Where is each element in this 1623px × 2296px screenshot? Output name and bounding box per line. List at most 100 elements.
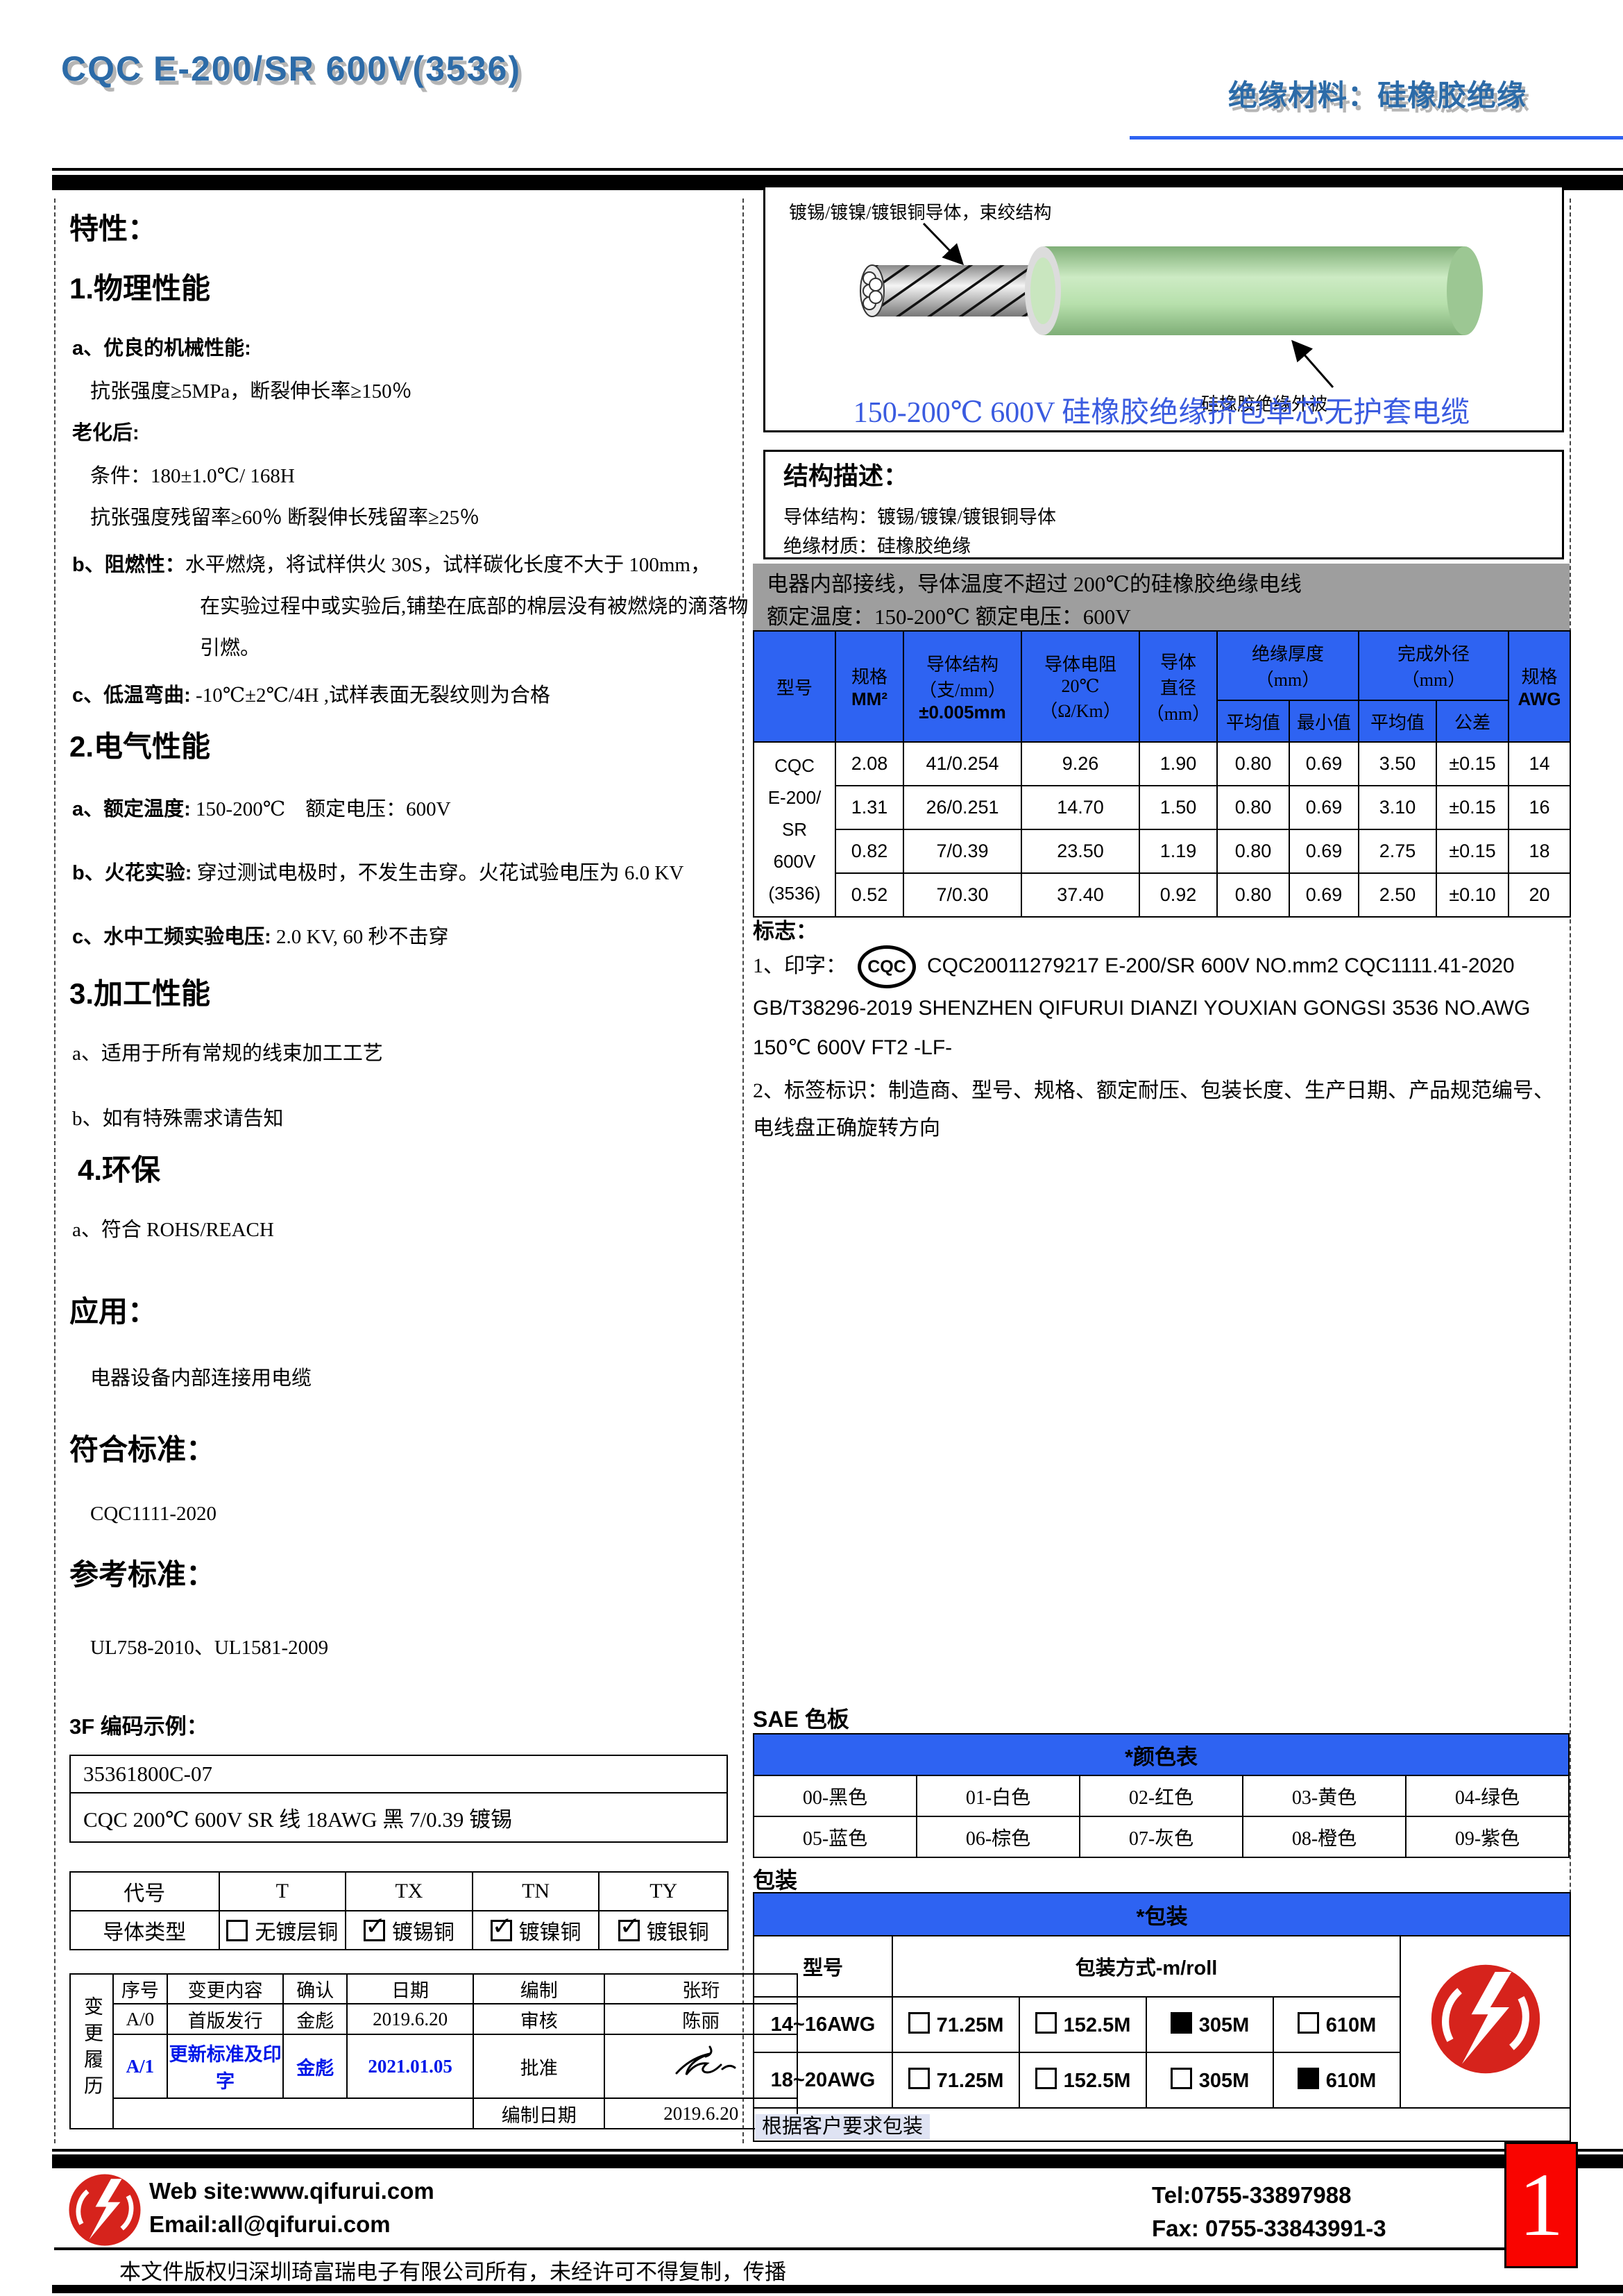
table-header-row: *颜色表 [753, 1733, 1570, 1776]
marking-print-label: 1、印字： [753, 954, 847, 977]
pack-18-152-checkbox [1035, 2068, 1057, 2089]
table-cell: 71.25M [892, 2052, 1020, 2109]
table-row: 1.31 26/0.251 14.70 1.50 0.80 0.69 3.10 … [754, 785, 1572, 830]
flame-line3: 引燃。 [200, 637, 261, 659]
spec-table: 型号 规格 MM² 导体结构 （支/mm） ±0.005mm 导体电阻 20℃ … [753, 630, 1572, 918]
table-cell: 批准 [472, 2034, 606, 2099]
table-cell: 0.82 [835, 829, 904, 874]
structure-conductor: 导体结构：镀锡/镀镍/镀银铜导体 [783, 507, 1057, 527]
page-number-badge: 1 [1504, 2142, 1578, 2268]
table-row: 05-蓝色 06-棕色 07-灰色 08-橙色 09-紫色 [753, 1816, 1570, 1858]
table-cell: 0.69 [1288, 829, 1360, 874]
pack-14-71-checkbox [908, 2012, 930, 2034]
application-text: 电器设备内部连接用电缆 [90, 1367, 312, 1390]
table-cell: 71.25M [892, 1996, 1020, 2053]
header-blue-rule [1130, 136, 1623, 140]
table-cell: 2.50 [1358, 872, 1438, 918]
col-header-thickness: 绝缘厚度 （mm） [1216, 630, 1360, 701]
table-cell: 41/0.254 [903, 741, 1022, 786]
header-rule-thin [52, 168, 1623, 171]
footer-fax: Fax: 0755-33843991-3 [1152, 2215, 1386, 2241]
environment-heading: 4.环保 [78, 1154, 161, 1186]
coldbend-label: c、低温弯曲: [72, 684, 191, 707]
table-cell: 首版发行 [166, 2003, 284, 2035]
table-cell: 16 [1508, 785, 1572, 830]
table-row: A/0 首版发行 金彪 2019.6.20 审核 陈丽 [70, 2003, 798, 2035]
table-cell: 0.69 [1288, 785, 1360, 830]
table-cell: TX [345, 1871, 473, 1911]
table-row: 00-黑色 01-白色 02-红色 03-黄色 04-绿色 [753, 1775, 1570, 1817]
cable-illustration [860, 222, 1483, 388]
aging-label: 老化后: [72, 422, 139, 444]
coldbend-line: c、低温弯曲: -10℃±2℃/4H ,试样表面无裂纹则为合格 [72, 679, 550, 708]
product-title: 150-200℃ 600V 硅橡胶绝缘挤包单芯无护套电缆 [853, 397, 1470, 429]
table-cell: 更新标准及印字 [166, 2034, 284, 2099]
table-cell: 2.75 [1358, 829, 1438, 874]
footer-email: Email:all@qifurui.com [149, 2211, 391, 2237]
coldbend-text: -10℃±2℃/4H ,试样表面无裂纹则为合格 [196, 684, 551, 707]
sae-color-table: *颜色表 00-黑色 01-白色 02-红色 03-黄色 04-绿色 05-蓝色… [753, 1733, 1570, 1858]
table-cell: 1.31 [835, 785, 904, 830]
table-cell: 04-绿色 [1405, 1775, 1570, 1817]
table-cell: A/1 [112, 2034, 168, 2099]
table-cell: 确认 [282, 1973, 348, 2004]
processing-b: b、如有特殊需求请告知 [72, 1108, 284, 1130]
table-header-row: *包装 [752, 1892, 1572, 1936]
table-cell: 14.70 [1021, 785, 1140, 830]
table-cell: 审核 [472, 2003, 606, 2035]
marking-print-line: 1、印字： CQC CQC20011279217 E-200/SR 600V NO.… [753, 945, 1572, 1067]
packing-table: *包装 型号 包装方式-m/roll 14~16AWG 71.25M 152.5… [752, 1892, 1572, 2142]
table-cell: 152.5M [1019, 1996, 1147, 2053]
table-cell: ±0.15 [1436, 741, 1510, 786]
table-row: 导体类型 无镀层铜 镀锡铜 镀镍铜 镀银铜 [69, 1910, 729, 1950]
packing-note: 根据客户要求包装 [755, 2114, 931, 2139]
usage-band: 电器内部接线，导体温度不超过 200℃的硅橡胶绝缘电线 额定温度：150-200… [753, 564, 1570, 630]
col-header-avg2: 平均值 [1358, 700, 1438, 743]
footer-tel: Tel:0755-33897988 [1152, 2182, 1352, 2208]
code-example-desc: CQC 200℃ 600V SR 线 18AWG 黑 7/0.39 镀锡 [83, 1807, 513, 1832]
approval-signature [675, 2045, 736, 2075]
table-cell: 1.50 [1139, 785, 1218, 830]
table-cell: 9.26 [1021, 741, 1140, 786]
aging-residual: 抗张强度残留率≥60％ 断裂伸长残留率≥25％ [90, 507, 480, 529]
table-cell: ±0.10 [1436, 872, 1510, 918]
table-row: 18~20AWG 71.25M 152.5M 305M 610M [753, 2052, 1570, 2109]
structure-insulation: 绝缘材质：硅橡胶绝缘 [783, 536, 971, 557]
table-cell: 14 [1508, 741, 1572, 786]
table-header-row: 型号 规格 MM² 导体结构 （支/mm） ±0.005mm 导体电阻 20℃ … [753, 630, 1572, 743]
table-cell: 03-黄色 [1242, 1775, 1407, 1817]
revision-side-label: 变更履历 [69, 1973, 114, 2129]
sae-heading: SAE 色板 [753, 1707, 849, 1732]
footer-divider [54, 2247, 1504, 2250]
footer-bottom-bar [52, 2285, 1623, 2293]
table-cell: TY [598, 1871, 729, 1911]
table-cell: 金彪 [282, 2003, 348, 2035]
table-cell: 14~16AWG [753, 1996, 893, 2053]
table-row: 14~16AWG 71.25M 152.5M 305M 610M [753, 1996, 1570, 2053]
rated-label: a、额定温度: [72, 798, 191, 820]
table-cell: 无镀层铜 [218, 1910, 347, 1950]
conductor-type-table: 代号 T TX TN TY 导体类型 无镀层铜 镀锡铜 镀镍铜 镀银铜 [69, 1871, 729, 1950]
silver-copper-checkbox [618, 1912, 640, 1941]
table-cell: 镀银铜 [598, 1910, 729, 1950]
col-header-od: 完成外径 （mm） [1358, 630, 1510, 701]
table-cell: 01-白色 [916, 1775, 1080, 1817]
footer-rule-thin [52, 2149, 1623, 2152]
flame-line2: 在实验过程中或实验后,铺垫在底部的棉层没有被燃烧的滴落物 [200, 596, 749, 618]
nickel-copper-checkbox [490, 1912, 513, 1941]
pack-14-152-checkbox [1035, 2012, 1057, 2034]
table-row: 0.52 7/0.30 37.40 0.92 0.80 0.69 2.50 ±0… [754, 872, 1572, 918]
pack-18-71-checkbox [908, 2068, 930, 2089]
usage-line2: 额定温度：150-200℃ 额定电压：600V [767, 605, 1131, 629]
packing-table-title: *包装 [752, 1892, 1572, 1936]
marking-heading: 标志： [753, 919, 817, 943]
revision-history-table: 变更履历 序号 变更内容 确认 日期 编制 张珩 A/0 首版发行 金彪 201… [69, 1973, 798, 2129]
col-header-structure: 导体结构 （支/mm） ±0.005mm [903, 630, 1022, 743]
pack-14-305-checkbox [1170, 2012, 1192, 2034]
col-header-awg: 规格 AWG [1508, 630, 1572, 743]
pack-18-305-checkbox [1170, 2068, 1192, 2089]
company-logo [1431, 1964, 1540, 2074]
pack-18-610-checkbox [1297, 2068, 1319, 2089]
table-cell: 代号 [69, 1871, 220, 1911]
